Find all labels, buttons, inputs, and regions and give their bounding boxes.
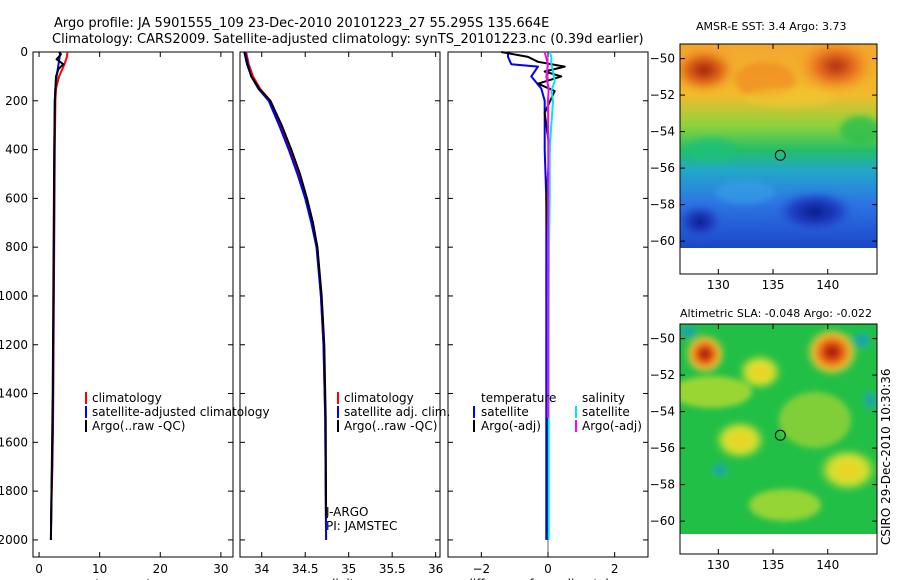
series-temperature-argo-adj- [501, 51, 566, 540]
x-tick-label: −2 [472, 562, 490, 576]
legend-label-argo: Argo(..raw -QC) [92, 419, 185, 433]
legend-label-sal-argo: Argo(-adj) [582, 419, 642, 433]
map-x-tick-label: 130 [707, 278, 730, 292]
temperature-legend: climatology satellite-adjusted climatolo… [85, 391, 270, 433]
x-tick-label: 20 [153, 562, 168, 576]
temperature-panel: 0 10 20 30 temperature 0 200 400 600 800 1000 1200 1… [0, 45, 234, 580]
y-tick-label: 1600 [0, 435, 28, 449]
plot-frame [239, 51, 441, 558]
legend-title-salinity: salinity [582, 391, 625, 405]
map-y-tick-label: −58 [650, 478, 675, 492]
map-y-tick-label: −58 [650, 198, 675, 212]
map-y-tick-label: −50 [650, 332, 675, 346]
legend-label-temp-argo: Argo(-adj) [481, 419, 541, 433]
map-x-tick-label: 140 [816, 558, 839, 572]
sla-map-axes: 130 135 140 −50 −52 −54 −56 −58 −60 [650, 323, 878, 572]
salinity-legend: climatology satellite adj. clim. Argo(..… [337, 391, 450, 433]
map-y-tick-label: −52 [650, 88, 675, 102]
difference-panel: −2 0 2difference from climatology [447, 51, 649, 580]
x-tick-label: 34.5 [292, 562, 319, 576]
map-x-tick-label: 135 [762, 558, 785, 572]
map-y-tick-label: −60 [650, 514, 675, 528]
sst-map-axes: 130 135 140 −50 −52 −54 −56 −58 −60 [650, 43, 878, 292]
y-tick-label: 1000 [0, 289, 28, 303]
title-line-2: Climatology: CARS2009. Satellite-adjuste… [52, 32, 644, 47]
series-argo-raw-qc- [243, 51, 328, 516]
program-label: J-ARGO [325, 505, 368, 519]
plot-frame [32, 51, 234, 558]
y-tick-label: 600 [5, 191, 28, 205]
legend-label-climatology: climatology [344, 391, 414, 405]
x-tick-label: 2 [611, 562, 619, 576]
y-tick-label: 200 [5, 94, 28, 108]
y-tick-label: 800 [5, 240, 28, 254]
x-tick-label: 36 [428, 562, 443, 576]
x-tick-label: 35.5 [379, 562, 406, 576]
sst-map-title: AMSR-E SST: 3.4 Argo: 3.73 [696, 20, 847, 33]
salinity-panel: 34 34.5 35 35.5 36 salinity [239, 51, 443, 580]
title-line-1: Argo profile: JA 5901555_109 23-Dec-2010… [54, 16, 549, 31]
y-tick-label: 1800 [0, 484, 28, 498]
map-y-tick-label: −54 [650, 405, 675, 419]
map-x-tick-label: 130 [707, 558, 730, 572]
difference-legend: temperature satellite Argo(-adj) salinit… [473, 391, 642, 433]
legend-label-climatology: climatology [92, 391, 162, 405]
map-frame [679, 43, 878, 275]
side-credit: CSIRO 29-Dec-2010 10:30:36 [879, 368, 893, 545]
map-x-tick-label: 140 [816, 278, 839, 292]
map-frame [679, 323, 878, 555]
legend-label-satellite: satellite-adjusted climatology [92, 405, 270, 419]
x-tick-label: 34 [254, 562, 269, 576]
map-y-tick-label: −54 [650, 125, 675, 139]
y-tick-label: 1400 [0, 387, 28, 401]
sla-map-title: Altimetric SLA: -0.048 Argo: -0.022 [680, 307, 872, 320]
x-axis-label: difference from climatology [465, 577, 631, 580]
x-tick-label: 35 [341, 562, 356, 576]
argo-position-marker [774, 429, 786, 441]
legend-label-sal-satellite: satellite [582, 405, 630, 419]
legend-label-argo: Argo(..raw -QC) [344, 419, 437, 433]
y-tick-label: 1200 [0, 338, 28, 352]
x-tick-label: 30 [213, 562, 228, 576]
x-tick-label: 0 [544, 562, 552, 576]
x-tick-label: 10 [92, 562, 107, 576]
series-satellite-adj-clim- [244, 51, 328, 540]
map-y-tick-label: −60 [650, 234, 675, 248]
series-salinity-argo-adj- [543, 51, 550, 418]
legend-title-temperature: temperature [481, 391, 556, 405]
legend-label-temp-satellite: satellite [481, 405, 529, 419]
pi-label: PI: JAMSTEC [326, 519, 397, 533]
sla-heatmap [680, 324, 877, 534]
map-y-tick-label: −52 [650, 368, 675, 382]
x-axis-label: salinity [318, 577, 361, 580]
map-y-tick-label: −56 [650, 441, 675, 455]
map-y-tick-label: −50 [650, 52, 675, 66]
series-argo-raw-qc- [49, 51, 65, 540]
legend-label-satellite: satellite adj. clim. [344, 405, 450, 419]
y-tick-label: 2000 [0, 533, 28, 547]
x-tick-label: 0 [35, 562, 43, 576]
series-temperature-satellite [507, 52, 548, 540]
map-x-tick-label: 135 [762, 278, 785, 292]
argo-position-marker [774, 149, 786, 161]
x-axis-label: temperature [95, 577, 170, 580]
series-climatology [245, 51, 328, 540]
map-y-tick-label: −56 [650, 161, 675, 175]
y-tick-label: 0 [20, 45, 28, 59]
series-salinity-satellite [547, 51, 556, 540]
sst-heatmap [680, 44, 877, 248]
y-tick-label: 400 [5, 143, 28, 157]
